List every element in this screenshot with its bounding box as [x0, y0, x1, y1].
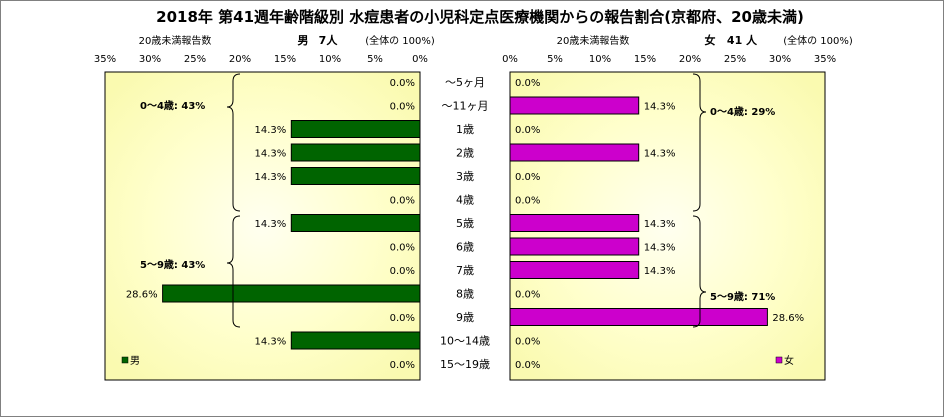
category-label: 〜11ヶ月: [442, 100, 489, 113]
female-data-label: 0.0%: [515, 196, 540, 207]
female-data-label: 14.3%: [644, 219, 676, 230]
female-data-label: 14.3%: [644, 102, 676, 113]
right-sex-label: 女: [705, 33, 716, 47]
left-subtitle: 20歳未満報告数: [139, 34, 212, 47]
female-bar: [509, 308, 768, 326]
right-brace-5-9: [692, 215, 707, 328]
female-data-label: 14.3%: [644, 243, 676, 254]
left-tick-label: 35%: [94, 54, 116, 65]
left-legend-swatch: [121, 356, 129, 364]
female-data-label: 14.3%: [644, 266, 676, 277]
category-label: 〜5ヶ月: [445, 76, 485, 89]
female-bar: [509, 261, 640, 279]
left-tick-label: 20%: [229, 54, 251, 65]
left-count-label: 7人: [319, 33, 339, 47]
left-legend-label: 男: [130, 355, 140, 367]
right-tick-label: 20%: [679, 54, 701, 65]
category-label: 5歳: [456, 217, 474, 230]
category-label: 2歳: [456, 147, 474, 160]
male-data-label: 0.0%: [390, 243, 415, 254]
male-data-label: 28.6%: [126, 290, 158, 301]
left-brace-5-9: [226, 215, 241, 328]
female-data-label: 0.0%: [515, 78, 540, 89]
category-label: 15〜19歳: [440, 358, 490, 371]
left-tick-label: 0%: [412, 54, 428, 65]
male-bar: [290, 214, 421, 232]
left-tick-label: 15%: [274, 54, 296, 65]
right-tick-label: 10%: [589, 54, 611, 65]
right-tick-label: 25%: [724, 54, 746, 65]
male-data-label: 14.3%: [255, 337, 287, 348]
female-data-label: 0.0%: [515, 290, 540, 301]
male-data-label: 14.3%: [255, 219, 287, 230]
category-label: 7歳: [456, 264, 474, 277]
male-data-label: 0.0%: [390, 266, 415, 277]
right-count-label: 41 人: [727, 33, 758, 47]
right-tick-label: 5%: [547, 54, 563, 65]
right-annotation-5-9: 5〜9歳: 71%: [710, 290, 775, 303]
right-annotation-0-4: 0〜4歳: 29%: [710, 105, 775, 118]
female-bar: [509, 143, 640, 162]
left-tick-label: 25%: [184, 54, 206, 65]
right-tick-label: 0%: [502, 54, 518, 65]
male-data-label: 14.3%: [255, 149, 287, 160]
male-data-label: 0.0%: [390, 102, 415, 113]
male-bar: [290, 143, 421, 162]
male-bar: [290, 331, 421, 350]
male-data-label: 0.0%: [390, 313, 415, 324]
female-data-label: 0.0%: [515, 337, 540, 348]
male-data-label: 0.0%: [390, 78, 415, 89]
right-tick-label: 15%: [634, 54, 656, 65]
right-legend-label: 女: [784, 354, 794, 367]
right-tick-label: 35%: [814, 54, 836, 65]
right-subtitle: 20歳未満報告数: [557, 34, 630, 47]
female-bar: [509, 214, 640, 232]
left-tick-label: 10%: [319, 54, 341, 65]
left-tick-label: 30%: [139, 54, 161, 65]
female-data-label: 0.0%: [515, 172, 540, 183]
left-total-label: (全体の 100%): [365, 34, 435, 47]
female-data-label: 0.0%: [515, 360, 540, 371]
male-bar: [290, 120, 421, 138]
left-brace-0-4: [226, 73, 241, 212]
category-label: 1歳: [456, 123, 474, 136]
male-bar: [290, 167, 421, 185]
female-bar: [509, 237, 640, 256]
left-annotation-0-4: 0〜4歳: 43%: [140, 99, 205, 112]
category-label: 8歳: [456, 288, 474, 301]
right-total-label: (全体の 100%): [783, 34, 853, 47]
female-data-label: 28.6%: [772, 313, 804, 324]
male-data-label: 0.0%: [390, 196, 415, 207]
right-brace-0-4: [692, 73, 707, 212]
chart-title: 2018年 第41週年齢階級別 水痘患者の小児科定点医療機関からの報告割合(京都…: [156, 8, 804, 26]
female-data-label: 0.0%: [515, 125, 540, 136]
right-legend-swatch: [775, 356, 783, 364]
category-label: 10〜14歳: [440, 335, 490, 348]
left-sex-label: 男: [298, 34, 309, 47]
category-label: 3歳: [456, 170, 474, 183]
male-bar: [162, 284, 421, 303]
male-data-label: 14.3%: [255, 172, 287, 183]
category-label: 6歳: [456, 241, 474, 254]
female-data-label: 14.3%: [644, 149, 676, 160]
male-data-label: 0.0%: [390, 360, 415, 371]
left-annotation-5-9: 5〜9歳: 43%: [140, 258, 205, 271]
female-bar: [509, 96, 640, 115]
right-tick-label: 30%: [769, 54, 791, 65]
category-label: 9歳: [456, 311, 474, 324]
category-label: 4歳: [456, 194, 474, 207]
left-tick-label: 5%: [367, 54, 383, 65]
male-data-label: 14.3%: [255, 125, 287, 136]
